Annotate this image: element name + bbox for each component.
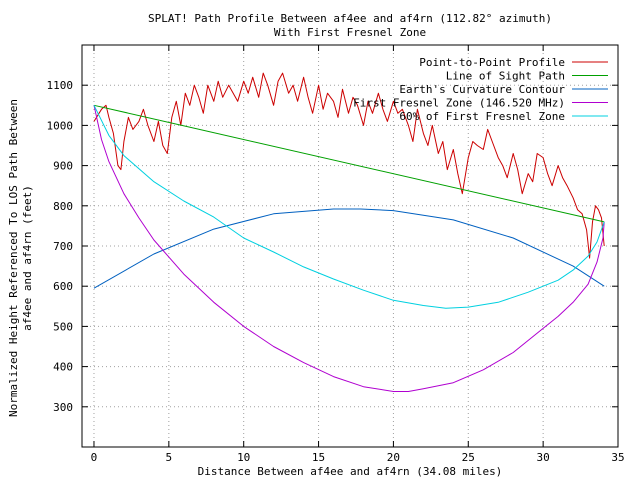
series-line-first-fresnel-zone-146-520-mhz	[93, 105, 605, 392]
y-tick-label: 500	[53, 320, 73, 333]
x-tick-label: 10	[237, 451, 250, 464]
series-line-line-of-sight-path	[93, 104, 605, 223]
x-tick-label: 15	[312, 451, 325, 464]
legend-label: Point-to-Point Profile	[419, 56, 565, 69]
y-axis-label-line-2: af4ee and af4rn (feet)	[21, 185, 34, 331]
x-tick-label: 25	[462, 451, 475, 464]
x-tick-label: 5	[166, 451, 173, 464]
legend-label: 60% of First Fresnel Zone	[399, 110, 565, 123]
y-tick-label: 700	[53, 240, 73, 253]
series-line-60-of-first-fresnel-zone	[93, 105, 605, 309]
y-tick-label: 300	[53, 401, 73, 414]
x-axis-ticks: 0 5 10 15 20 25 30 35	[91, 45, 625, 464]
legend-label: First Fresnel Zone (146.520 MHz)	[353, 97, 565, 110]
y-axis-ticks: 300 400 500 600 700 800 900 1000 1100	[47, 79, 618, 414]
series-line-earth-s-curvature-contour	[93, 208, 605, 289]
chart-subtitle: With First Fresnel Zone	[274, 26, 426, 39]
y-tick-label: 1100	[47, 79, 74, 92]
legend-label: Line of Sight Path	[446, 70, 565, 83]
x-tick-label: 0	[91, 451, 98, 464]
series-line-point-to-point-profile	[93, 72, 605, 259]
chart-title: SPLAT! Path Profile Between af4ee and af…	[148, 12, 552, 25]
x-tick-label: 30	[537, 451, 550, 464]
x-axis-label: Distance Between af4ee and af4rn (34.08 …	[198, 465, 503, 478]
x-tick-label: 20	[387, 451, 400, 464]
y-tick-label: 1000	[47, 119, 74, 132]
y-tick-label: 600	[53, 280, 73, 293]
y-tick-label: 900	[53, 160, 73, 173]
x-tick-label: 35	[611, 451, 624, 464]
y-tick-label: 400	[53, 361, 73, 374]
y-axis-label-line-1: Normalized Height Referenced To LOS Path…	[7, 99, 20, 417]
series-group	[93, 72, 605, 392]
legend-label: Earth's Curvature Contour	[399, 83, 565, 96]
y-tick-label: 800	[53, 200, 73, 213]
